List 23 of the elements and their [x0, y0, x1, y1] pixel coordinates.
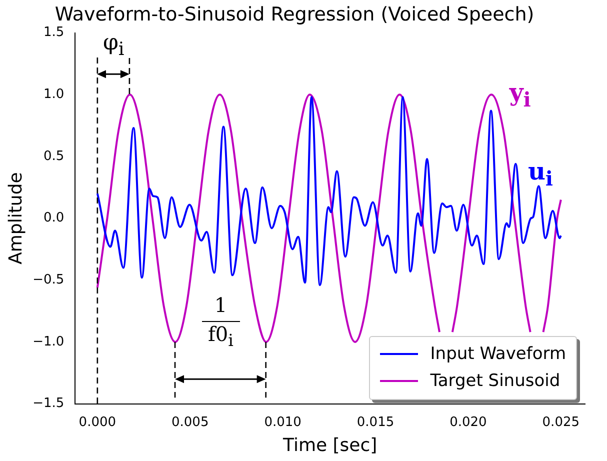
y-axis-title: Amplitude — [5, 172, 26, 264]
y-tick-label: −1.5 — [32, 396, 64, 412]
y-tick-label: 1.0 — [43, 87, 64, 102]
x-axis-title: Time [sec] — [282, 434, 378, 456]
x-tick-label: 0.020 — [450, 414, 487, 430]
x-tick-label: 0.010 — [264, 414, 302, 430]
x-tick-label: 0.000 — [78, 414, 116, 430]
y-tick-label: −0.5 — [32, 272, 64, 288]
x-tick-label: 0.015 — [356, 414, 394, 430]
annotation: y$_{i}$ — [509, 77, 531, 112]
y-tick-label: 1.5 — [43, 25, 64, 40]
annotation: f0$_{i}$ — [208, 322, 234, 350]
legend-label: Input Waveform — [430, 344, 566, 364]
y-tick-label: −1.0 — [32, 334, 64, 350]
x-tick-label: 0.025 — [542, 414, 580, 430]
legend-label: Target Sinusoid — [430, 371, 560, 392]
y-tick-label: 0.0 — [43, 210, 64, 226]
x-tick-label: 0.005 — [172, 414, 209, 430]
annotation: φ$_{i}$ — [102, 31, 124, 60]
y-tick-label: 0.5 — [43, 148, 64, 164]
annotation: 1 — [214, 292, 228, 317]
annotation: u$_{i}$ — [528, 156, 554, 190]
chart-title: Waveform-to-Sinusoid Regression (Voiced Speech) — [54, 3, 534, 26]
